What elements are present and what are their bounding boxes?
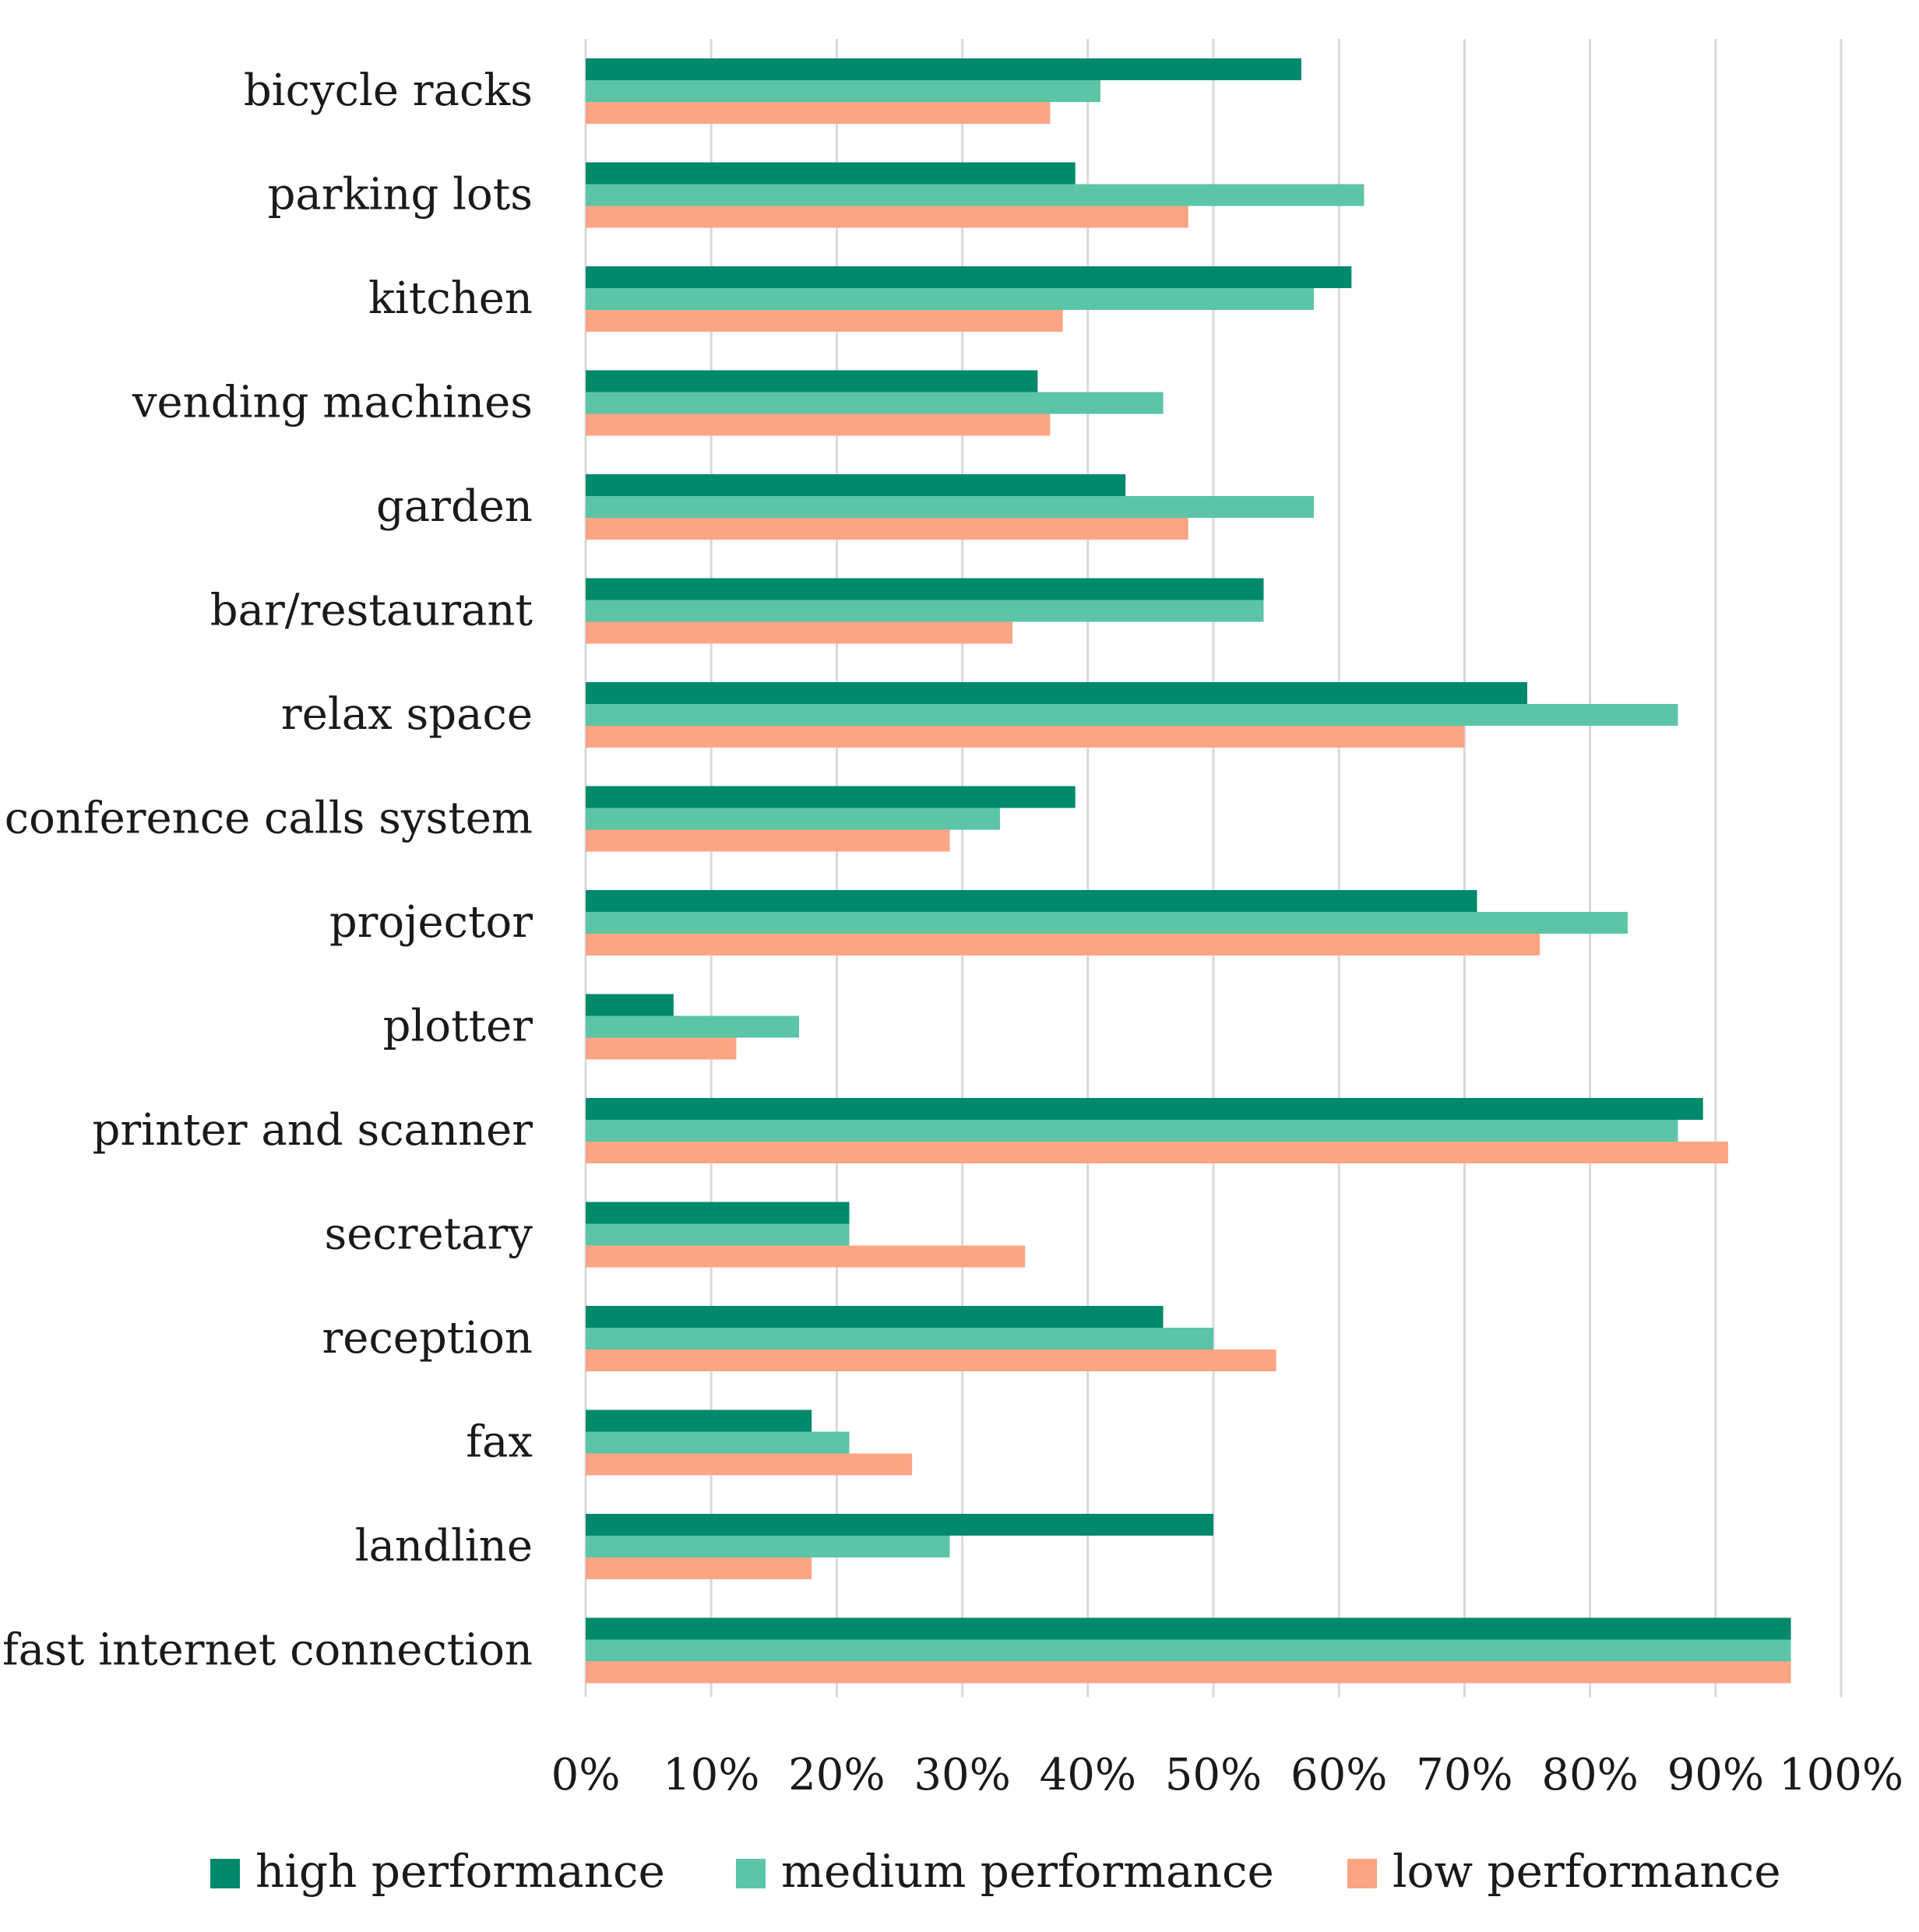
bar-medium-performance-relax-space [586,704,1678,726]
x-tick-label: 70% [1416,1750,1512,1800]
bar-high-performance-garden [586,474,1126,496]
category-label: relax space [281,689,533,740]
bar-medium-performance-landline [586,1536,950,1557]
x-tick-label: 0% [551,1750,621,1800]
bar-high-performance-vending-machines [586,370,1038,392]
category-label: fast internet connection [2,1625,533,1676]
bar-high-performance-bicycle-racks [586,58,1301,80]
legend-label-medium-performance: medium performance [781,1845,1274,1898]
category-label: fax [466,1417,533,1468]
bar-medium-performance-printer-and-scanner [586,1120,1678,1142]
bars [586,58,1791,1684]
bar-medium-performance-plotter [586,1015,800,1038]
legend-swatch-medium-performance [736,1859,766,1888]
bar-low-performance-bar-restaurant [586,621,1013,644]
x-tick-label: 80% [1541,1750,1638,1800]
bar-low-performance-fast-internet-connection [586,1661,1791,1684]
bar-high-performance-printer-and-scanner [586,1098,1703,1120]
bar-low-performance-reception [586,1350,1276,1371]
category-label: bar/restaurant [210,586,533,636]
category-label: conference calls system [5,794,533,844]
bar-low-performance-secretary [586,1245,1026,1268]
category-label: parking lots [268,170,533,220]
legend-swatch-low-performance [1347,1859,1377,1888]
x-tick-label: 30% [914,1750,1010,1800]
bar-medium-performance-parking-lots [586,184,1364,206]
x-tick-label: 60% [1290,1750,1387,1800]
bar-low-performance-fax [586,1453,913,1476]
bar-low-performance-parking-lots [586,206,1188,228]
x-tick-label: 10% [663,1750,759,1800]
bar-medium-performance-projector [586,912,1628,934]
bar-medium-performance-vending-machines [586,392,1164,414]
bar-medium-performance-reception [586,1328,1213,1350]
bar-high-performance-fax [586,1409,812,1432]
x-tick-label: 20% [788,1750,885,1800]
x-tick-label: 90% [1667,1750,1764,1800]
bar-low-performance-projector [586,934,1540,955]
bar-high-performance-bar-restaurant [586,578,1264,600]
bar-high-performance-reception [586,1306,1164,1328]
bar-low-performance-landline [586,1557,812,1579]
bar-high-performance-parking-lots [586,162,1076,185]
bar-medium-performance-fast-internet-connection [586,1639,1791,1662]
bar-low-performance-kitchen [586,310,1063,332]
category-labels: bicycle racks parking lots kitchen vending … [2,65,533,1676]
category-label: kitchen [368,273,533,324]
x-tick-label: 50% [1165,1750,1262,1800]
bar-low-performance-garden [586,518,1188,540]
category-label: garden [376,481,533,532]
bar-medium-performance-kitchen [586,288,1314,310]
legend: high performance medium performance low pe… [210,1845,1781,1898]
bar-low-performance-vending-machines [586,413,1051,436]
category-label: secretary [325,1209,533,1260]
category-label: reception [322,1313,533,1364]
bar-high-performance-secretary [586,1202,850,1224]
bar-high-performance-projector [586,890,1477,912]
bar-medium-performance-bar-restaurant [586,600,1264,622]
bar-high-performance-fast-internet-connection [586,1617,1791,1640]
bar-medium-performance-secretary [586,1223,850,1246]
category-label: printer and scanner [93,1105,533,1156]
category-label: bicycle racks [244,65,533,116]
bar-high-performance-landline [586,1514,1213,1536]
legend-label-high-performance: high performance [255,1845,665,1898]
bar-medium-performance-bicycle-racks [586,80,1100,102]
bar-low-performance-plotter [586,1037,737,1060]
bar-low-performance-relax-space [586,726,1465,748]
x-tick-label: 40% [1040,1750,1136,1800]
x-tick-label: 100% [1779,1750,1903,1800]
bar-medium-performance-conference-calls-system [586,808,1000,830]
legend-swatch-high-performance [210,1859,240,1888]
category-label: plotter [383,1001,533,1052]
bar-low-performance-bicycle-racks [586,102,1051,124]
category-label: projector [329,897,533,948]
category-label: landline [355,1521,533,1571]
bar-medium-performance-fax [586,1431,850,1454]
bar-low-performance-conference-calls-system [586,829,950,852]
category-label: vending machines [132,378,533,428]
bar-high-performance-kitchen [586,266,1352,288]
bar-high-performance-plotter [586,994,674,1016]
legend-label-low-performance: low performance [1393,1845,1781,1898]
bar-high-performance-conference-calls-system [586,786,1076,808]
x-axis-tick-labels: 0% 10% 20% 30% 40% 50% 60% 70% 80% 90% 100% [551,1750,1903,1800]
bar-low-performance-printer-and-scanner [586,1142,1728,1163]
bar-medium-performance-garden [586,496,1314,518]
bar-high-performance-relax-space [586,682,1527,704]
